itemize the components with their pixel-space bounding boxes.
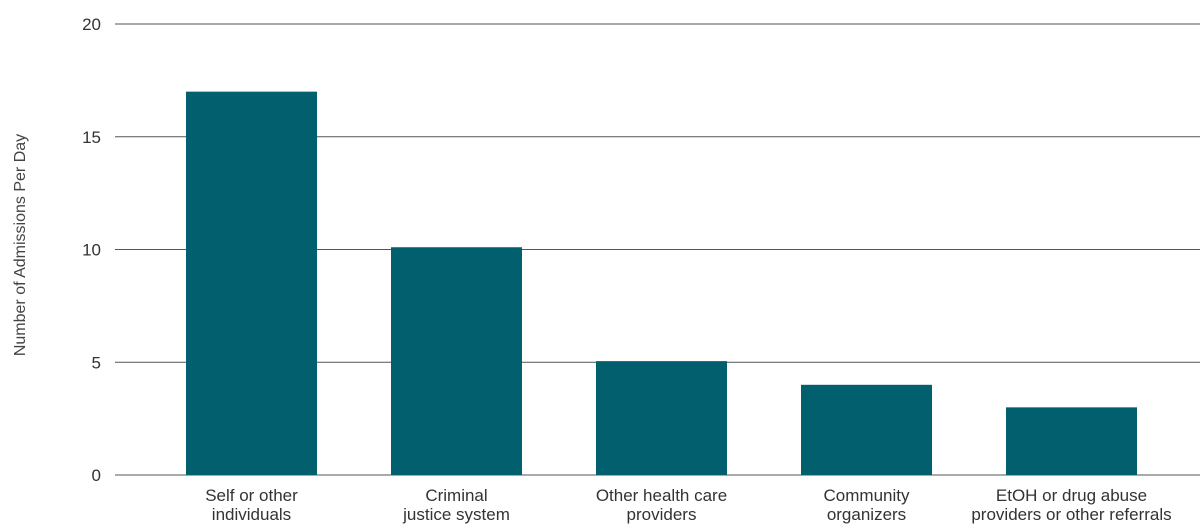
x-tick-label: Other health care providers <box>596 486 727 524</box>
bar <box>1006 407 1137 475</box>
bar <box>391 247 522 475</box>
y-tick-label: 0 <box>92 466 101 485</box>
y-axis-ticks: 0 5 10 15 20 <box>82 15 101 485</box>
bars <box>186 91 1137 476</box>
x-axis-labels: Self or other individuals Criminal justice … <box>205 486 1171 524</box>
x-tick-label: EtOH or drug abuse providers or other ref… <box>971 486 1171 524</box>
x-tick-label: Self or other individuals <box>205 486 298 524</box>
y-tick-label: 20 <box>82 15 101 34</box>
y-tick-label: 5 <box>92 353 101 372</box>
x-tick-label: Community organizers <box>824 486 910 524</box>
y-tick-label: 15 <box>82 128 101 147</box>
y-tick-label: 10 <box>82 241 101 260</box>
bar <box>801 384 932 475</box>
y-axis-title: Number of Admissions Per Day <box>12 134 29 356</box>
x-tick-label: Criminal justice system <box>402 486 510 524</box>
bar <box>596 361 727 475</box>
bar <box>186 91 317 476</box>
